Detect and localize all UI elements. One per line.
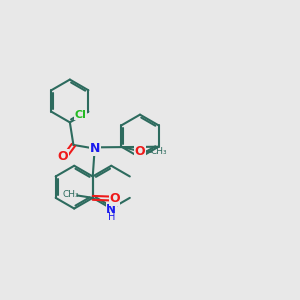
Text: CH₃: CH₃: [62, 190, 79, 199]
Text: H: H: [108, 212, 115, 223]
Text: O: O: [58, 150, 68, 163]
Text: O: O: [109, 192, 120, 205]
Text: CH₃: CH₃: [150, 147, 167, 156]
Text: Cl: Cl: [74, 110, 86, 120]
Text: O: O: [134, 145, 145, 158]
Text: N: N: [90, 142, 100, 155]
Text: N: N: [106, 202, 116, 216]
